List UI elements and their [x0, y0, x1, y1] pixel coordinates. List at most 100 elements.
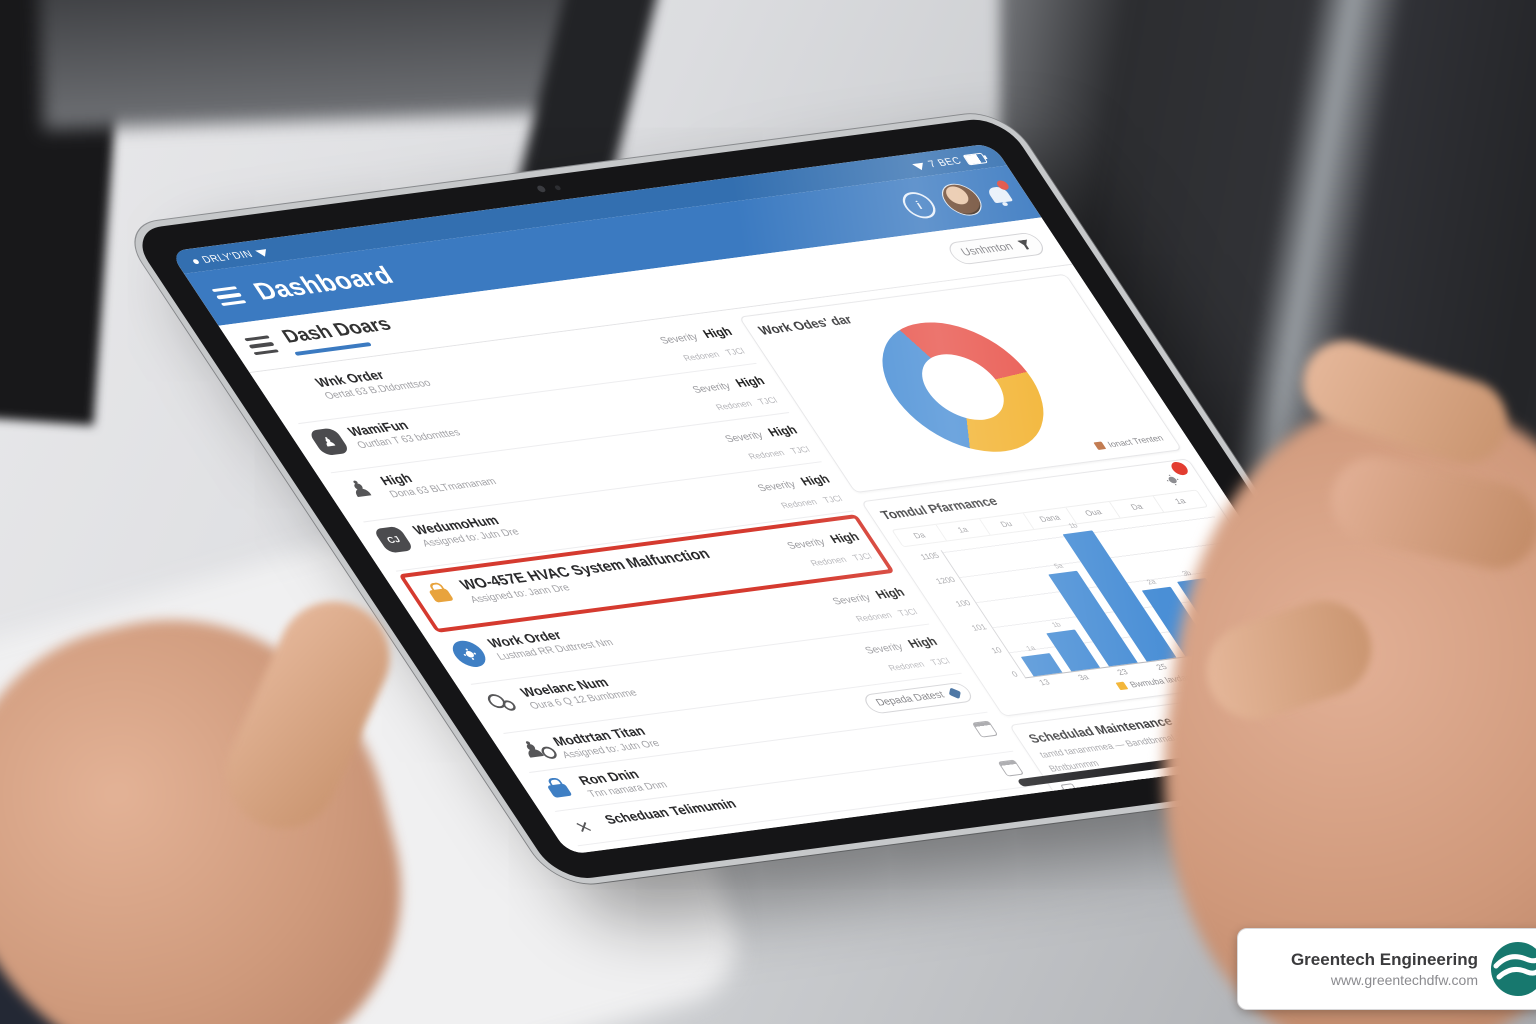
x-tick: 51: [1271, 646, 1287, 657]
y-tick: 1200: [933, 574, 957, 586]
severity-subvalue: TJCl: [895, 606, 920, 619]
performance-tab[interactable]: 1a: [1173, 496, 1188, 506]
watermark-card: Greentech Engineering www.greentechdfw.c…: [1237, 928, 1536, 1010]
bar-value-label: 2a: [1145, 578, 1158, 587]
watermark-company: Greentech Engineering: [1290, 950, 1478, 969]
row-trailing: SeverityHigh Redonen TJCl: [687, 371, 781, 416]
legend-swatch: [1115, 681, 1129, 691]
battery-icon: [962, 152, 988, 165]
severity-label: Severity: [785, 536, 828, 552]
chip-icon: [948, 687, 961, 700]
severity-label: Severity: [690, 380, 734, 396]
alert-dot-icon: [1168, 461, 1191, 476]
severity-subvalue: TJCl: [755, 394, 780, 407]
tab-dashboard[interactable]: Dash Doars: [278, 314, 401, 356]
background-clothing: [0, 836, 324, 1024]
x-tick: 23: [1115, 667, 1130, 677]
tablet-screen: DRLY'DIN 7 BEC Dashboard i: [169, 143, 1392, 855]
grid-icon: [273, 378, 319, 407]
y-tick: 101: [969, 622, 989, 633]
person-icon: ♟: [341, 475, 378, 503]
severity-subvalue: TJCl: [928, 655, 952, 668]
right-finger: [1292, 329, 1518, 475]
background-shelf: [36, 0, 604, 130]
severity-value: High: [797, 471, 833, 489]
severity-value: High: [872, 585, 908, 602]
row-trailing: SeverityHigh Redonen TJCl: [752, 469, 846, 514]
calendar-icon[interactable]: [971, 720, 999, 738]
left-thumb: [208, 583, 408, 847]
x-tick: 3a: [1076, 672, 1091, 683]
list-menu-icon[interactable]: [244, 335, 280, 356]
greentech-logo-icon: [1491, 942, 1536, 996]
severity-sublabel: Redonen: [853, 609, 894, 624]
severity-sublabel: Redonen: [746, 447, 787, 462]
row-trailing: SeverityHigh Redonen TJCl: [719, 420, 813, 465]
background-window-frame: [0, 0, 127, 426]
y-tick: 100: [953, 598, 973, 609]
severity-sublabel: Redonen: [808, 554, 849, 569]
calendar-icon[interactable]: [997, 759, 1025, 777]
circle-dot-icon: [585, 849, 629, 855]
x-tick: 25: [1154, 662, 1169, 672]
row-trailing: SeverityHigh Redonen TJCl: [859, 632, 953, 677]
rings-icon: [478, 688, 522, 713]
status-left-text: DRLY'DIN: [199, 248, 256, 266]
bar-rect: 1a: [1021, 646, 1063, 677]
severity-label: Severity: [863, 641, 906, 657]
y-tick: 1105: [918, 551, 942, 562]
severity-label: Severity: [755, 479, 799, 495]
x-icon: ×: [569, 814, 598, 840]
avatar[interactable]: [934, 181, 990, 218]
severity-sublabel: Redonen: [886, 658, 927, 673]
maintenance-item[interactable]: C. Bame: [1060, 778, 1120, 797]
severity-label: Severity: [658, 331, 701, 347]
checkbox-icon: [1060, 783, 1080, 796]
share-person-icon: ♟: [306, 427, 352, 457]
gear-icon[interactable]: [1167, 476, 1179, 484]
bar-value-label: 3b: [1180, 569, 1193, 578]
row-trailing: SeverityHigh Redonen TJCl: [654, 322, 748, 367]
row-trailing: Depada Datest: [860, 681, 976, 715]
severity-value: High: [905, 634, 941, 651]
notification-badge: [994, 179, 1011, 191]
donut-chart: [852, 314, 1074, 461]
wifi-icon: [911, 161, 927, 171]
notifications-icon[interactable]: [985, 179, 1014, 204]
filter-icon: [1017, 239, 1033, 250]
severity-value: High: [827, 529, 863, 547]
tablet-device: DRLY'DIN 7 BEC Dashboard i: [118, 109, 1443, 889]
lock-orange-icon: [418, 581, 460, 603]
bar-value-label: 1b: [1050, 621, 1063, 630]
legend-swatch: [1093, 441, 1106, 451]
bar-value-label: 5a: [1053, 563, 1066, 571]
lock-blue-icon: [536, 776, 578, 798]
details-chip[interactable]: Depada Datest: [860, 681, 976, 715]
tool-blue-icon: [446, 639, 493, 669]
status-right-text: 7 BEC: [926, 155, 964, 170]
severity-sublabel: Redonen: [713, 398, 754, 413]
badge-icon: CJ: [371, 525, 417, 554]
severity-label: Severity: [723, 430, 766, 446]
bar-value-label: 2a: [1222, 571, 1235, 579]
share-icon[interactable]: ↗: [1321, 692, 1340, 707]
wifi-icon: [254, 248, 270, 258]
x-tick: 53: [1232, 651, 1248, 662]
severity-value: High: [765, 422, 801, 440]
severity-value: High: [699, 324, 735, 341]
left-hand: [0, 574, 440, 1024]
x-tick: 33: [1193, 657, 1208, 667]
person-dot-icon: ♟: [511, 736, 555, 763]
info-icon[interactable]: i: [896, 190, 942, 221]
x-tick: 13: [1037, 677, 1052, 688]
severity-label: Severity: [830, 592, 874, 608]
filter-chip[interactable]: Usnhmton: [944, 231, 1049, 266]
main-content: Wnk Order Oertat 63 B.Dtdomttsoo SeverityH…: [249, 264, 1392, 855]
severity-sublabel: Redonen: [681, 349, 722, 363]
row-trailing: SeverityHigh Redonen TJCl: [827, 582, 921, 627]
tablet-bezel: DRLY'DIN 7 BEC Dashboard i: [118, 109, 1443, 889]
y-tick: 10: [989, 646, 1005, 656]
menu-icon[interactable]: [211, 285, 247, 307]
row-trailing: [1036, 793, 1037, 794]
